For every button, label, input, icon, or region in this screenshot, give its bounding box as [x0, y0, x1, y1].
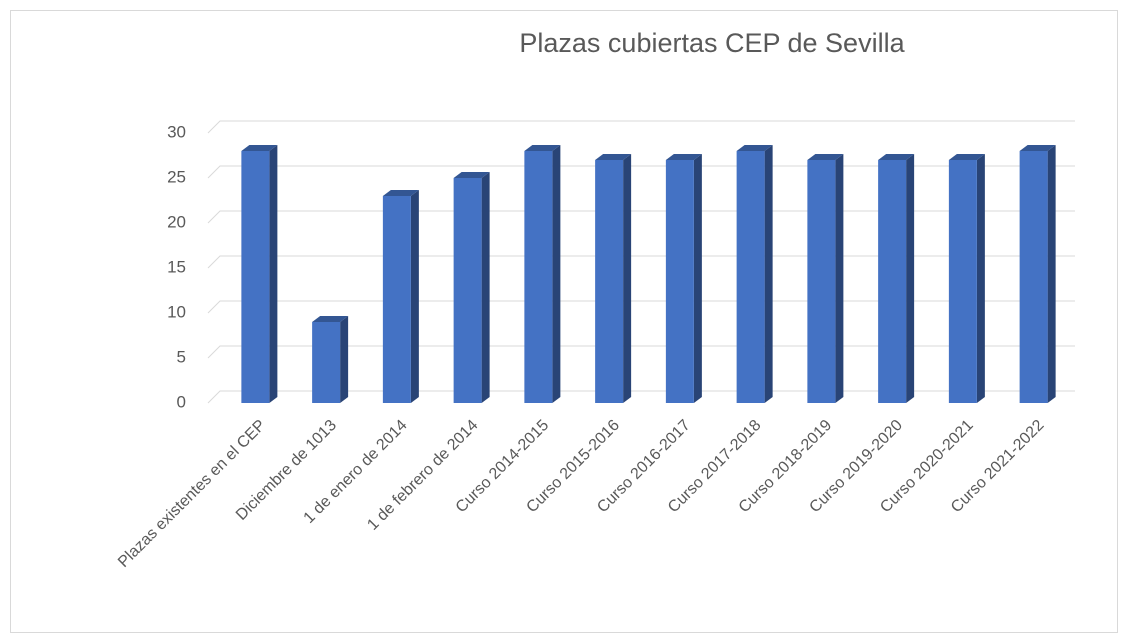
- bar-front: [241, 151, 270, 403]
- bar-side: [340, 316, 349, 403]
- bar: [453, 172, 490, 403]
- bar: [1019, 145, 1056, 403]
- bar-front: [948, 160, 977, 403]
- chart-title: Plazas cubiertas CEP de Sevilla: [519, 28, 905, 58]
- bar-side: [410, 190, 419, 403]
- bar-front: [595, 160, 624, 403]
- bar: [382, 190, 419, 403]
- bar-front: [736, 151, 765, 403]
- bar: [736, 145, 773, 403]
- bar-top: [665, 154, 702, 160]
- y-tick-label: 30: [167, 122, 186, 141]
- bar-front: [878, 160, 907, 403]
- y-tick-label: 15: [167, 257, 186, 276]
- bar-front: [312, 322, 341, 403]
- bar-side: [906, 154, 915, 403]
- bar-top: [241, 145, 278, 151]
- y-tick-label: 10: [167, 302, 186, 321]
- bar-side: [481, 172, 490, 403]
- bar-top: [1019, 145, 1056, 151]
- bar-top: [807, 154, 844, 160]
- bar-side: [976, 154, 985, 403]
- bar-side: [835, 154, 844, 403]
- bar: [241, 145, 278, 403]
- y-tick-label: 0: [177, 392, 186, 411]
- chart-frame: [10, 10, 1118, 633]
- bar: [807, 154, 844, 403]
- bar-side: [764, 145, 773, 403]
- bar-front: [453, 178, 482, 403]
- bar-front: [524, 151, 553, 403]
- bar-side: [693, 154, 702, 403]
- grid-line: [207, 165, 1075, 179]
- grid-line: [207, 345, 1075, 359]
- bar-top: [948, 154, 985, 160]
- y-tick-label: 20: [167, 212, 186, 231]
- bar: [595, 154, 632, 403]
- bar-front: [382, 196, 411, 403]
- bar-top: [312, 316, 349, 322]
- grid-line: [207, 390, 1075, 404]
- y-tick-label: 25: [167, 167, 186, 186]
- grid-line: [207, 210, 1075, 224]
- bar-front: [1019, 151, 1048, 403]
- bar-top: [736, 145, 773, 151]
- bar: [524, 145, 561, 403]
- y-tick-label: 5: [177, 347, 186, 366]
- grid-line: [207, 255, 1075, 269]
- bar: [665, 154, 702, 403]
- bar: [948, 154, 985, 403]
- bar-top: [524, 145, 561, 151]
- grid-line: [207, 120, 1075, 134]
- bar: [312, 316, 349, 403]
- bar: [878, 154, 915, 403]
- grid-line: [207, 300, 1075, 314]
- bar-side: [552, 145, 561, 403]
- bar-top: [595, 154, 632, 160]
- bar-side: [1047, 145, 1056, 403]
- bar-side: [623, 154, 632, 403]
- bar-front: [807, 160, 836, 403]
- bar-front: [665, 160, 694, 403]
- bar-side: [269, 145, 278, 403]
- bar-top: [453, 172, 490, 178]
- bar-top: [382, 190, 419, 196]
- bar-top: [878, 154, 915, 160]
